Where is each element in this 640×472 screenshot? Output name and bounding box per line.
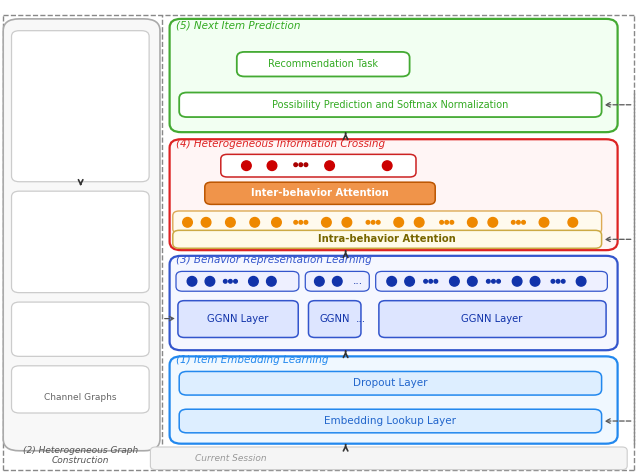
Ellipse shape [228,279,232,283]
FancyBboxPatch shape [150,447,627,470]
Ellipse shape [321,218,332,227]
Ellipse shape [383,161,392,170]
Ellipse shape [394,218,404,227]
Ellipse shape [304,163,308,167]
Ellipse shape [467,277,477,286]
Ellipse shape [445,220,449,224]
Ellipse shape [366,220,370,224]
Text: Recommendation Task: Recommendation Task [268,59,378,69]
Ellipse shape [415,218,424,227]
FancyBboxPatch shape [12,31,149,182]
Ellipse shape [272,218,282,227]
Ellipse shape [242,161,252,170]
Ellipse shape [497,279,500,283]
FancyBboxPatch shape [170,139,618,250]
FancyBboxPatch shape [379,301,606,337]
Ellipse shape [376,220,380,224]
Ellipse shape [294,220,298,224]
Ellipse shape [225,218,236,227]
Ellipse shape [424,279,428,283]
FancyBboxPatch shape [173,211,602,234]
FancyBboxPatch shape [12,191,149,293]
Ellipse shape [440,220,444,224]
Text: (1) Item Embedding Learning: (1) Item Embedding Learning [176,354,328,365]
FancyBboxPatch shape [237,52,410,76]
Text: (5) Next Item Prediction: (5) Next Item Prediction [176,21,301,31]
Text: GGNN Layer: GGNN Layer [461,313,523,324]
FancyBboxPatch shape [308,301,361,337]
Ellipse shape [371,220,375,224]
Ellipse shape [522,220,525,224]
FancyBboxPatch shape [170,356,618,444]
Ellipse shape [516,220,520,224]
Text: Dropout Layer: Dropout Layer [353,378,428,388]
Ellipse shape [333,277,342,286]
Ellipse shape [467,218,477,227]
FancyBboxPatch shape [305,271,369,291]
Ellipse shape [429,279,433,283]
Ellipse shape [304,220,308,224]
Text: Possibility Prediction and Softmax Normalization: Possibility Prediction and Softmax Norma… [272,100,509,110]
Text: GGNN Layer: GGNN Layer [207,313,269,324]
Ellipse shape [342,218,352,227]
FancyBboxPatch shape [221,154,416,177]
Ellipse shape [434,279,438,283]
Ellipse shape [511,220,515,224]
Ellipse shape [267,277,276,286]
Text: (4) Heterogeneous Information Crossing: (4) Heterogeneous Information Crossing [176,139,385,149]
FancyBboxPatch shape [170,19,618,132]
FancyBboxPatch shape [179,409,602,433]
Text: Current Session: Current Session [195,454,267,463]
Ellipse shape [248,277,259,286]
Ellipse shape [234,279,237,283]
Text: (2) Heterogeneous Graph
Construction: (2) Heterogeneous Graph Construction [23,446,138,465]
FancyBboxPatch shape [12,366,149,413]
Ellipse shape [187,277,197,286]
Ellipse shape [299,163,303,167]
Ellipse shape [492,279,495,283]
Text: ...: ... [353,276,363,287]
FancyBboxPatch shape [376,271,607,291]
FancyBboxPatch shape [179,93,602,117]
Ellipse shape [268,161,277,170]
Ellipse shape [450,220,454,224]
FancyBboxPatch shape [3,19,160,451]
Text: Embedding Lookup Layer: Embedding Lookup Layer [324,416,456,426]
Ellipse shape [205,277,215,286]
Ellipse shape [183,218,192,227]
Ellipse shape [404,277,415,286]
Ellipse shape [315,277,324,286]
Ellipse shape [488,218,498,227]
Ellipse shape [294,163,298,167]
FancyBboxPatch shape [205,182,435,204]
Ellipse shape [387,277,397,286]
Ellipse shape [513,277,522,286]
Ellipse shape [324,161,335,170]
FancyBboxPatch shape [178,301,298,337]
Ellipse shape [568,218,577,227]
Ellipse shape [449,277,460,286]
Ellipse shape [530,277,540,286]
Text: Channel Graphs: Channel Graphs [44,393,117,402]
Ellipse shape [223,279,227,283]
Text: ...: ... [356,313,366,324]
Ellipse shape [299,220,303,224]
Ellipse shape [201,218,211,227]
FancyBboxPatch shape [179,371,602,395]
FancyBboxPatch shape [12,302,149,356]
Ellipse shape [556,279,560,283]
FancyBboxPatch shape [170,256,618,350]
Ellipse shape [577,277,586,286]
FancyBboxPatch shape [173,230,602,248]
Ellipse shape [561,279,565,283]
Ellipse shape [250,218,260,227]
Ellipse shape [551,279,555,283]
Text: Inter-behavior Attention: Inter-behavior Attention [251,188,389,198]
Text: (3) Behavior Representation Learning: (3) Behavior Representation Learning [176,254,372,265]
Text: GGNN: GGNN [319,313,350,324]
Text: Intra-behavior Attention: Intra-behavior Attention [318,234,456,244]
Ellipse shape [486,279,490,283]
Ellipse shape [540,218,548,227]
FancyBboxPatch shape [176,271,299,291]
